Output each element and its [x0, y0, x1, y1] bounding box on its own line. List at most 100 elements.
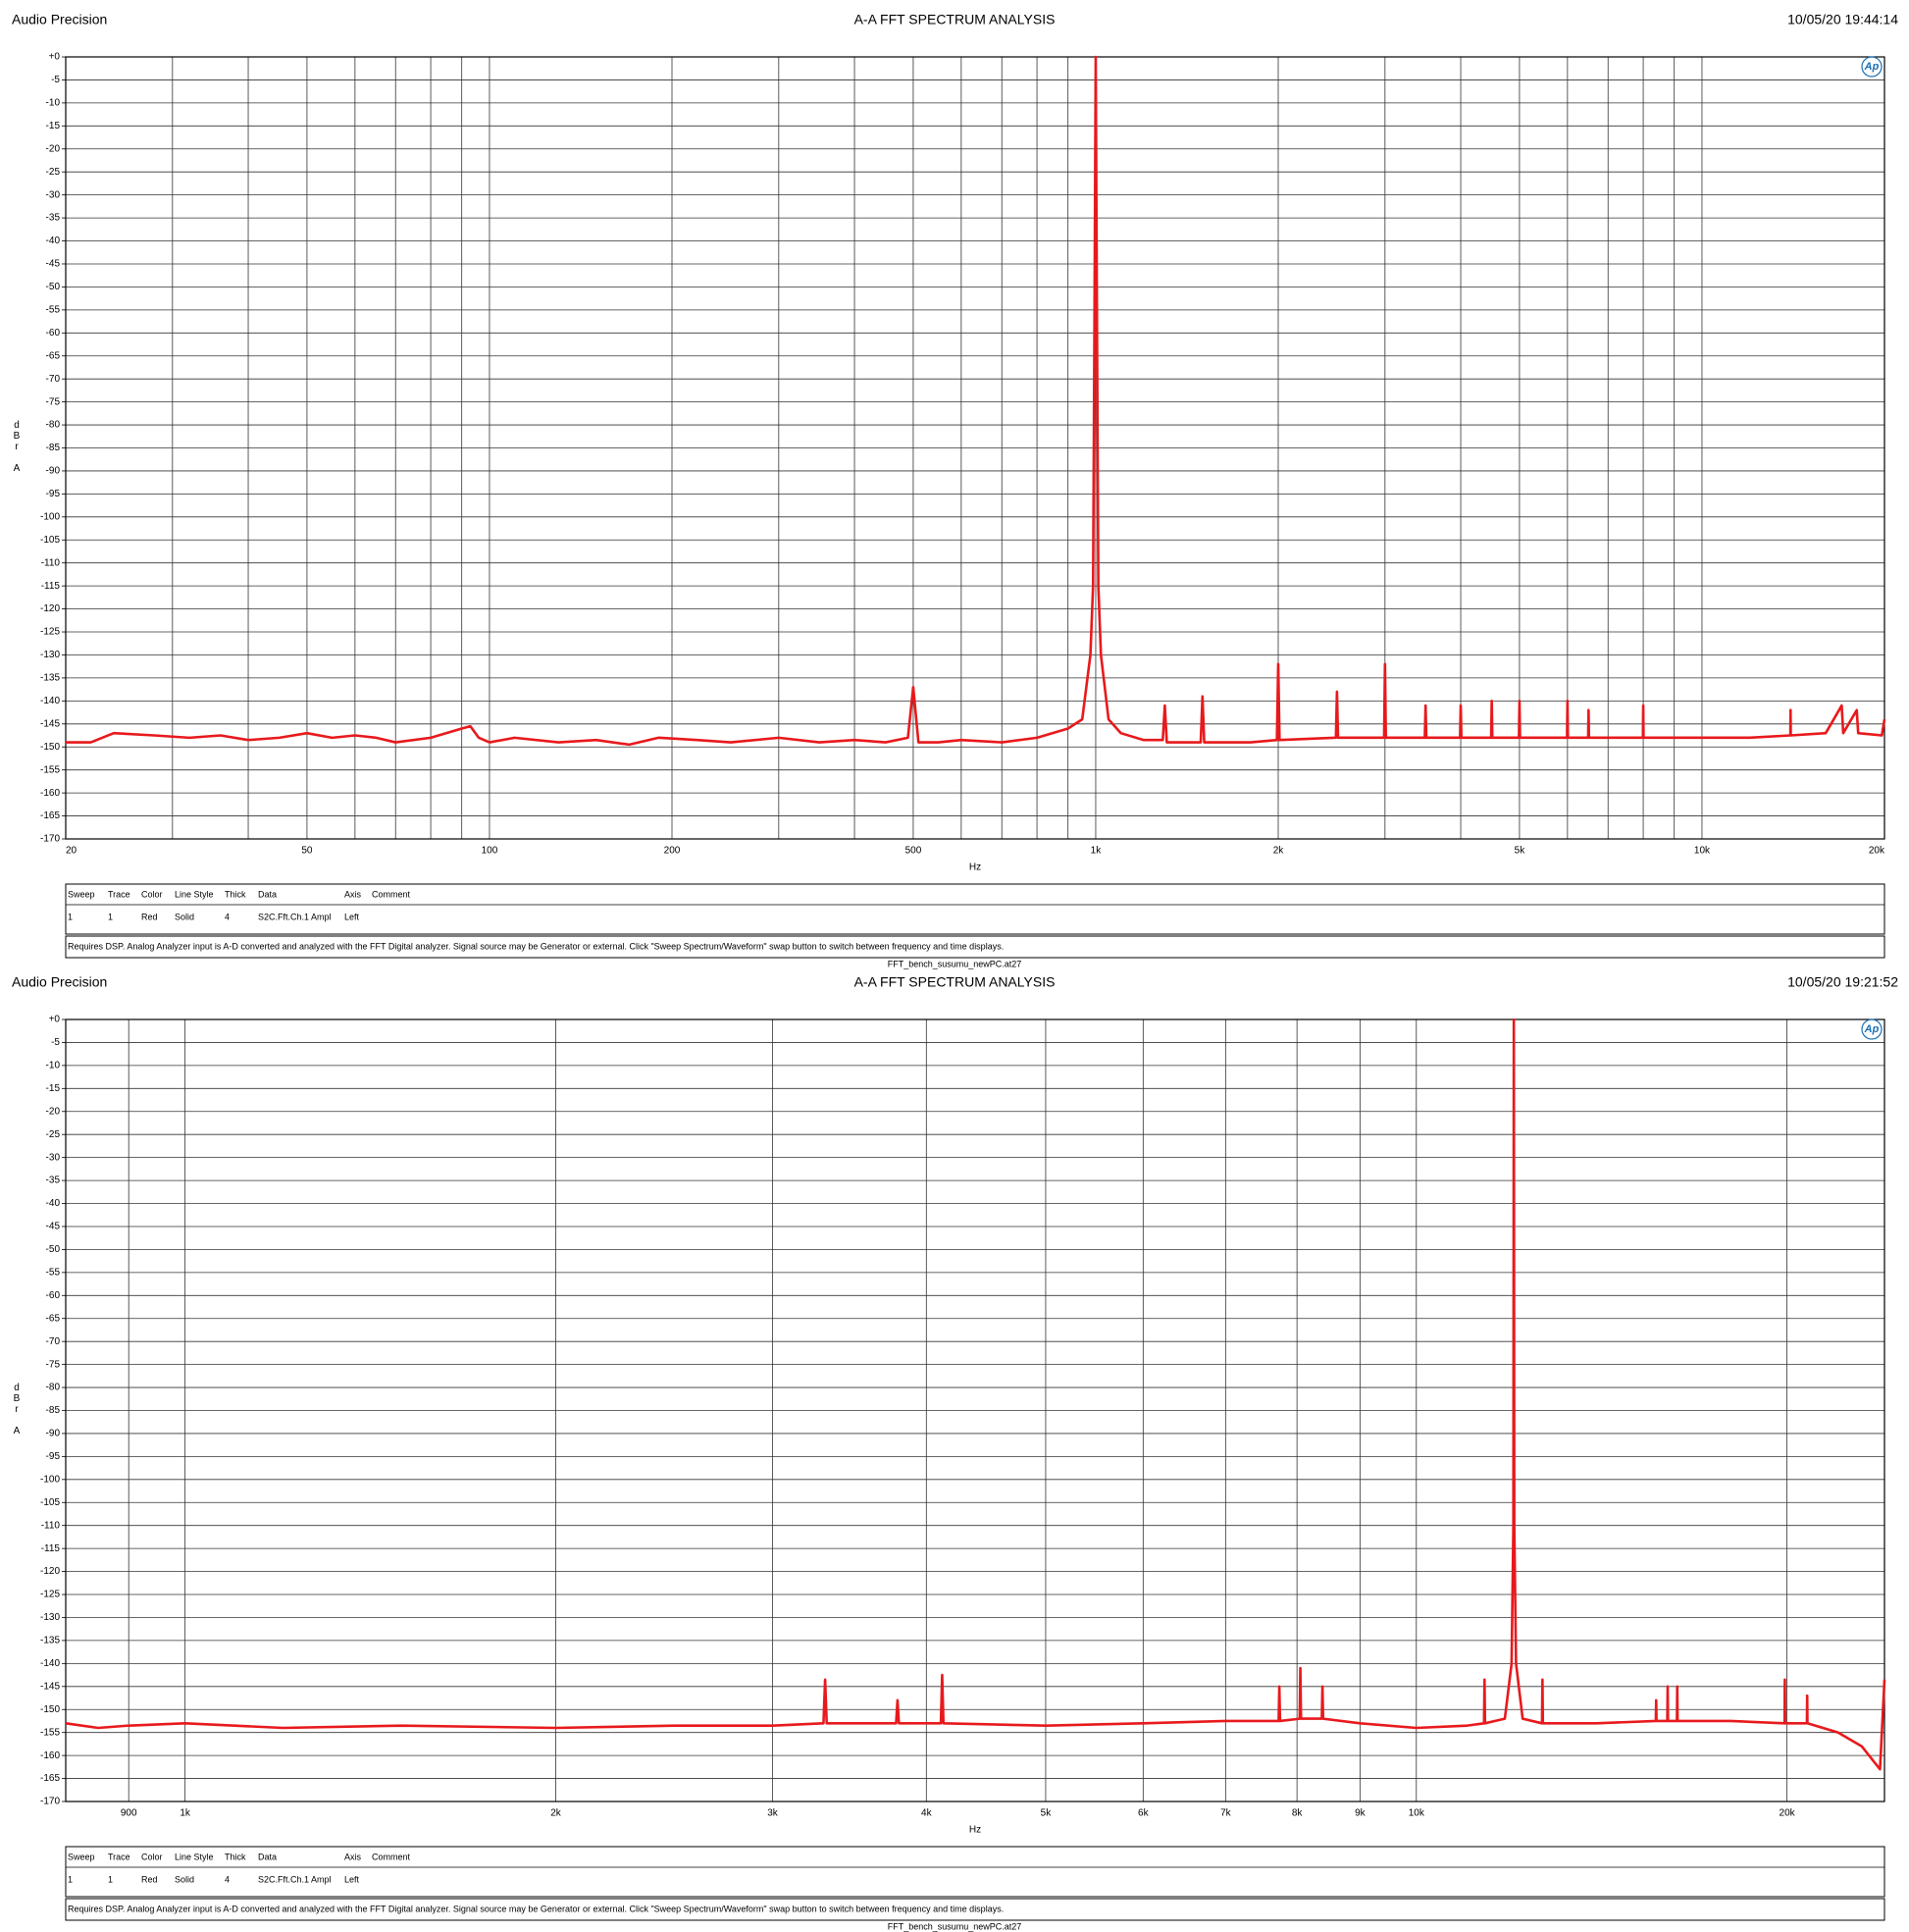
y-tick-label: -160	[40, 1750, 60, 1761]
table-cell: Solid	[175, 1874, 194, 1884]
note: Requires DSP. Analog Analyzer input is A…	[68, 1904, 1004, 1913]
table-header: Sweep	[68, 1852, 95, 1861]
y-tick-label: -55	[46, 304, 61, 315]
y-tick-label: -70	[46, 1336, 61, 1347]
x-axis-label: Hz	[969, 1825, 981, 1836]
x-tick-label: 2k	[1273, 846, 1285, 857]
y-tick-label: -65	[46, 1313, 61, 1324]
table-cell: 1	[108, 912, 113, 921]
y-tick-label: -50	[46, 1244, 61, 1255]
filename: FFT_bench_susumu_newPC.at27	[888, 959, 1022, 968]
table-header: Sweep	[68, 889, 95, 899]
y-tick-label: -160	[40, 788, 60, 799]
y-tick-label: -10	[46, 98, 61, 109]
x-tick-label: 2k	[550, 1808, 562, 1819]
x-tick-label: 7k	[1220, 1808, 1232, 1819]
y-tick-label: -170	[40, 834, 60, 845]
y-tick-label: -95	[46, 489, 61, 499]
x-tick-label: 5k	[1515, 846, 1526, 857]
table-header: Trace	[108, 1852, 130, 1861]
y-tick-label: -5	[51, 75, 60, 85]
y-tick-label: -80	[46, 420, 61, 431]
legend-table	[65, 1846, 1885, 1898]
y-tick-label: -120	[40, 603, 60, 614]
header-left: Audio Precision	[12, 12, 107, 27]
y-tick-label: -165	[40, 810, 60, 821]
y-tick-label: -110	[41, 557, 61, 568]
y-tick-label: -140	[40, 1658, 60, 1669]
y-tick-label: -30	[46, 189, 61, 200]
y-tick-label: -135	[40, 1636, 60, 1646]
chart-panel: Audio Precision A-A FFT SPECTRUM ANALYSIS…	[12, 974, 1899, 1932]
y-tick-label: -25	[46, 167, 61, 178]
header-left: Audio Precision	[12, 974, 107, 990]
table-header: Comment	[372, 1852, 411, 1861]
x-tick-label: 20k	[1780, 1808, 1796, 1819]
timestamp: 10/05/20 19:21:52	[1787, 974, 1898, 990]
table-header: Data	[258, 1852, 277, 1861]
y-tick-label: -40	[46, 1198, 61, 1209]
table-cell: Red	[141, 912, 158, 921]
y-tick-label: -75	[46, 1359, 61, 1370]
y-tick-label: -85	[46, 443, 61, 453]
y-tick-label: -155	[40, 764, 60, 775]
table-header: Color	[141, 889, 163, 899]
table-cell: S2C.Fft.Ch.1 Ampl	[258, 912, 332, 921]
y-tick-label: -55	[46, 1267, 61, 1278]
y-tick-label: -20	[46, 143, 61, 154]
y-tick-label: -85	[46, 1405, 61, 1416]
x-tick-label: 1k	[180, 1808, 191, 1819]
y-tick-label: -90	[46, 1429, 61, 1439]
y-tick-label: -130	[40, 650, 60, 660]
y-tick-label: -140	[40, 696, 60, 706]
table-header: Comment	[372, 889, 411, 899]
plot-border	[65, 1018, 1885, 1802]
y-tick-label: -170	[40, 1797, 60, 1807]
legend-table	[65, 883, 1885, 935]
table-header: Line Style	[175, 889, 214, 899]
chart-title: A-A FFT SPECTRUM ANALYSIS	[854, 12, 1056, 27]
table-header: Axis	[344, 1852, 362, 1861]
y-tick-label: -105	[40, 535, 60, 546]
note-box	[65, 1898, 1885, 1921]
y-tick-label: -115	[41, 1543, 61, 1554]
y-axis-label: dBr A	[12, 1383, 23, 1436]
y-tick-label: -135	[40, 673, 60, 684]
table-cell: 4	[225, 912, 230, 921]
x-tick-label: 6k	[1138, 1808, 1150, 1819]
y-tick-label: -155	[40, 1727, 60, 1738]
logo-badge	[1861, 56, 1883, 78]
y-tick-label: -120	[40, 1566, 60, 1577]
x-tick-label: 200	[664, 846, 681, 857]
y-tick-label: -45	[46, 1222, 61, 1232]
table-cell: Red	[141, 1874, 158, 1884]
y-tick-label: -35	[46, 213, 61, 224]
y-tick-label: -80	[46, 1383, 61, 1393]
y-tick-label: -150	[40, 742, 60, 753]
spectrum-trace	[65, 1018, 1886, 1771]
table-cell: 1	[68, 912, 73, 921]
y-tick-label: -100	[40, 511, 60, 522]
y-tick-label: -40	[46, 235, 61, 246]
x-tick-label: 20k	[1869, 846, 1885, 857]
logo: Ap	[1864, 61, 1880, 73]
y-tick-label: -20	[46, 1106, 61, 1117]
table-cell: S2C.Fft.Ch.1 Ampl	[258, 1874, 332, 1884]
table-header: Line Style	[175, 1852, 214, 1861]
x-tick-label: 5k	[1041, 1808, 1053, 1819]
timestamp: 10/05/20 19:44:14	[1787, 12, 1898, 27]
y-tick-label: -75	[46, 396, 61, 407]
table-cell: Left	[344, 912, 360, 921]
x-tick-label: 20	[66, 846, 77, 857]
spectrum-trace	[66, 55, 1886, 747]
y-tick-label: -30	[46, 1152, 61, 1163]
y-tick-label: -105	[40, 1497, 60, 1508]
note: Requires DSP. Analog Analyzer input is A…	[68, 941, 1004, 951]
x-tick-label: 50	[301, 846, 313, 857]
table-cell: 4	[225, 1874, 230, 1884]
plot-border	[65, 56, 1885, 840]
y-tick-label: -25	[46, 1129, 61, 1140]
table-cell: Solid	[175, 912, 194, 921]
y-tick-label: -165	[40, 1773, 60, 1784]
